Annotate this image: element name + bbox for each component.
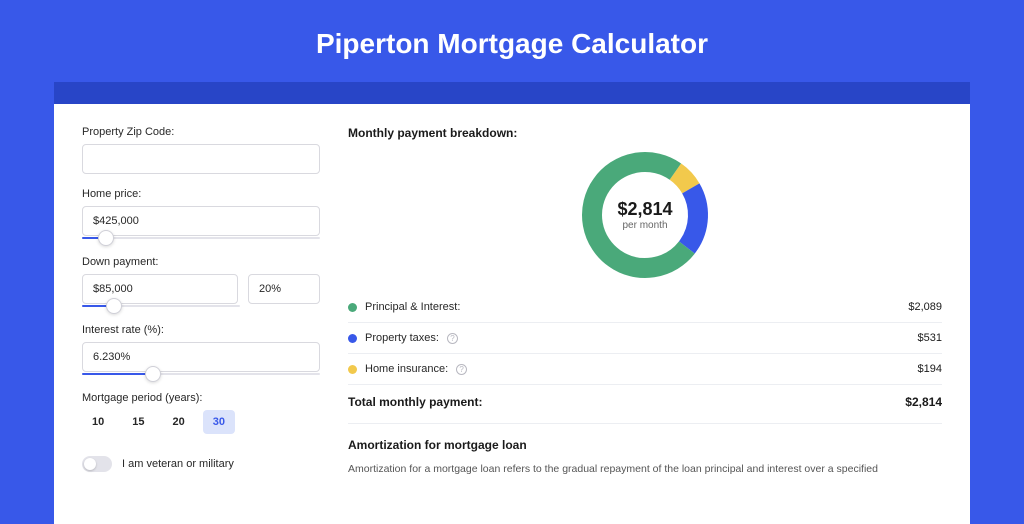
page-title: Piperton Mortgage Calculator: [0, 0, 1024, 82]
period-options: 10 15 20 30: [82, 410, 320, 434]
rate-label: Interest rate (%):: [82, 324, 320, 336]
down-label: Down payment:: [82, 256, 320, 268]
down-slider-thumb[interactable]: [106, 298, 122, 314]
breakdown-column: Monthly payment breakdown: $2,814 per mo…: [348, 126, 942, 524]
legend-amount-insurance: $194: [918, 363, 942, 375]
legend-row-principal: Principal & Interest: $2,089: [348, 292, 942, 323]
form-column: Property Zip Code: Home price: Down paym…: [82, 126, 320, 524]
amortization-title: Amortization for mortgage loan: [348, 438, 942, 452]
period-option-10[interactable]: 10: [82, 410, 114, 434]
legend-label-insurance: Home insurance:: [365, 363, 448, 375]
price-input[interactable]: [82, 206, 320, 236]
info-icon-taxes[interactable]: ?: [447, 333, 458, 344]
zip-label: Property Zip Code:: [82, 126, 320, 138]
down-pct-input[interactable]: [248, 274, 320, 304]
donut-chart: $2,814 per month: [582, 152, 708, 278]
total-label: Total monthly payment:: [348, 395, 482, 409]
veteran-toggle-knob: [84, 458, 96, 470]
total-amount: $2,814: [905, 395, 942, 409]
swatch-principal: [348, 303, 357, 312]
info-icon-insurance[interactable]: ?: [456, 364, 467, 375]
rate-slider-fill: [82, 373, 153, 375]
rate-slider-thumb[interactable]: [145, 366, 161, 382]
swatch-taxes: [348, 334, 357, 343]
header-band: [54, 82, 970, 104]
price-field: Home price:: [82, 188, 320, 242]
legend-label-taxes: Property taxes:: [365, 332, 439, 344]
donut-sub: per month: [622, 220, 667, 231]
rate-field: Interest rate (%):: [82, 324, 320, 378]
down-amount-input[interactable]: [82, 274, 238, 304]
rate-input[interactable]: [82, 342, 320, 372]
legend-amount-principal: $2,089: [908, 301, 942, 313]
veteran-row: I am veteran or military: [82, 456, 320, 472]
zip-input[interactable]: [82, 144, 320, 174]
period-option-15[interactable]: 15: [122, 410, 154, 434]
price-slider[interactable]: [82, 234, 320, 242]
legend-row-insurance: Home insurance:? $194: [348, 354, 942, 384]
donut-amount: $2,814: [617, 199, 672, 220]
swatch-insurance: [348, 365, 357, 374]
period-option-20[interactable]: 20: [163, 410, 195, 434]
price-slider-thumb[interactable]: [98, 230, 114, 246]
zip-field: Property Zip Code:: [82, 126, 320, 174]
veteran-label: I am veteran or military: [122, 458, 234, 470]
legend-amount-taxes: $531: [918, 332, 942, 344]
period-option-30[interactable]: 30: [203, 410, 235, 434]
donut-center: $2,814 per month: [582, 152, 708, 278]
rate-slider[interactable]: [82, 370, 320, 378]
donut-chart-wrap: $2,814 per month: [348, 148, 942, 292]
period-label: Mortgage period (years):: [82, 392, 320, 404]
amortization-block: Amortization for mortgage loan Amortizat…: [348, 423, 942, 477]
total-row: Total monthly payment: $2,814: [348, 384, 942, 423]
legend-label-principal: Principal & Interest:: [365, 301, 460, 313]
veteran-toggle[interactable]: [82, 456, 112, 472]
price-label: Home price:: [82, 188, 320, 200]
down-slider[interactable]: [82, 302, 240, 310]
period-field: Mortgage period (years): 10 15 20 30: [82, 392, 320, 434]
amortization-text: Amortization for a mortgage loan refers …: [348, 462, 942, 477]
legend-row-taxes: Property taxes:? $531: [348, 323, 942, 354]
down-field: Down payment:: [82, 256, 320, 310]
legend: Principal & Interest: $2,089 Property taxe…: [348, 292, 942, 384]
calculator-card: Property Zip Code: Home price: Down paym…: [54, 104, 970, 524]
